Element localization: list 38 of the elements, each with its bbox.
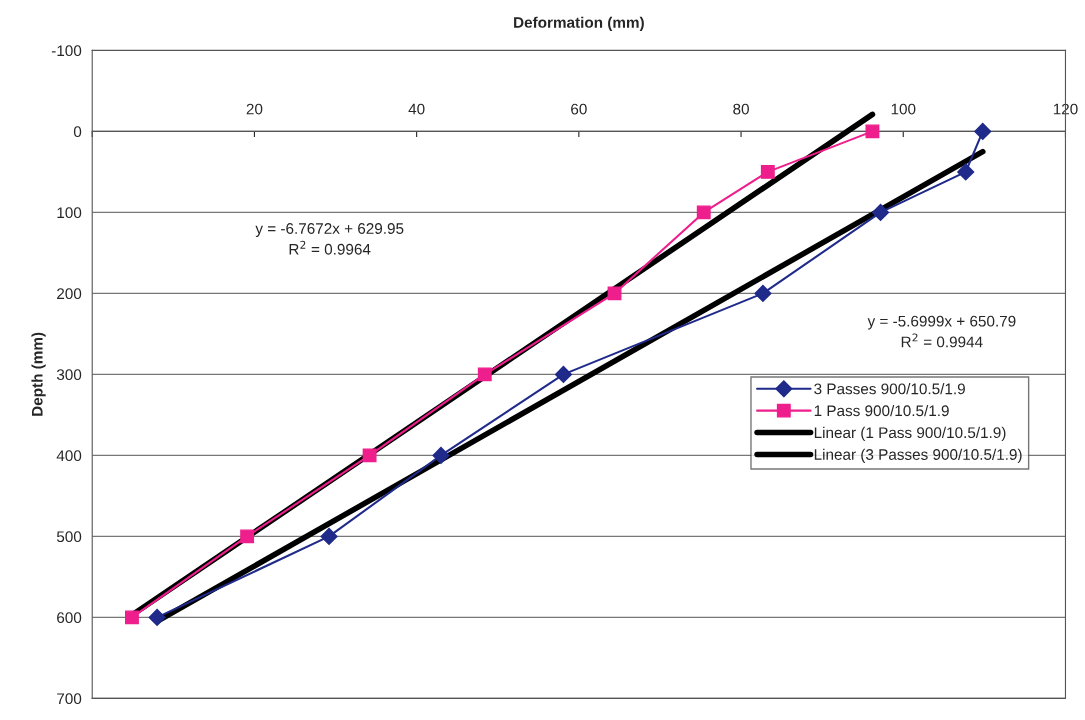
point [240, 529, 255, 544]
point [125, 610, 139, 625]
y-axis-title: Depth (mm) [31, 332, 46, 416]
point [760, 164, 775, 179]
point [477, 367, 492, 382]
y-tick-label: 500 [56, 531, 82, 543]
y-tick-label: 600 [57, 612, 82, 624]
annotation: y = -6.7672x + 629.95 R$^{2}$ = 0.9964 [255, 223, 404, 255]
x-tick-label: 20 [246, 103, 263, 115]
y-tick-label: 300 [56, 369, 82, 381]
x-tick-label: 80 [733, 103, 749, 115]
legend-label: Linear (1 Pass 900/10.5/1.9) [814, 426, 1006, 442]
x-tick-label: 100 [891, 103, 916, 115]
point [432, 446, 450, 464]
legend-label: 1 Pass 900/10.5/1.9 [814, 404, 949, 417]
y-tick-label: 200 [57, 288, 82, 300]
x-tick-label: 60 [571, 103, 587, 115]
point [754, 284, 772, 302]
point [362, 448, 377, 463]
legend-label: 3 Passes 900/10.5/1.9 [814, 383, 965, 395]
point [696, 205, 711, 220]
y-tick-label: 400 [56, 450, 82, 462]
y-tick-label: 0 [73, 126, 82, 138]
point [320, 527, 338, 545]
point [148, 608, 166, 626]
y-tick-label: 700 [57, 693, 82, 705]
point [607, 286, 622, 301]
point [872, 203, 890, 221]
x-tick-label: 40 [408, 103, 425, 115]
y-tick-label: -100 [51, 45, 82, 57]
legend-label: Linear (3 Passes 900/10.5/1.9) [814, 448, 1022, 463]
annotation: y = -5.6999x + 650.79 R$^{2}$ = 0.9944 [867, 315, 1016, 348]
y-tick-label: 100 [57, 207, 82, 219]
x-axis-title: Deformation (mm) [514, 16, 644, 31]
point [974, 122, 992, 140]
point [957, 163, 975, 181]
point [554, 365, 572, 383]
point [865, 124, 880, 139]
